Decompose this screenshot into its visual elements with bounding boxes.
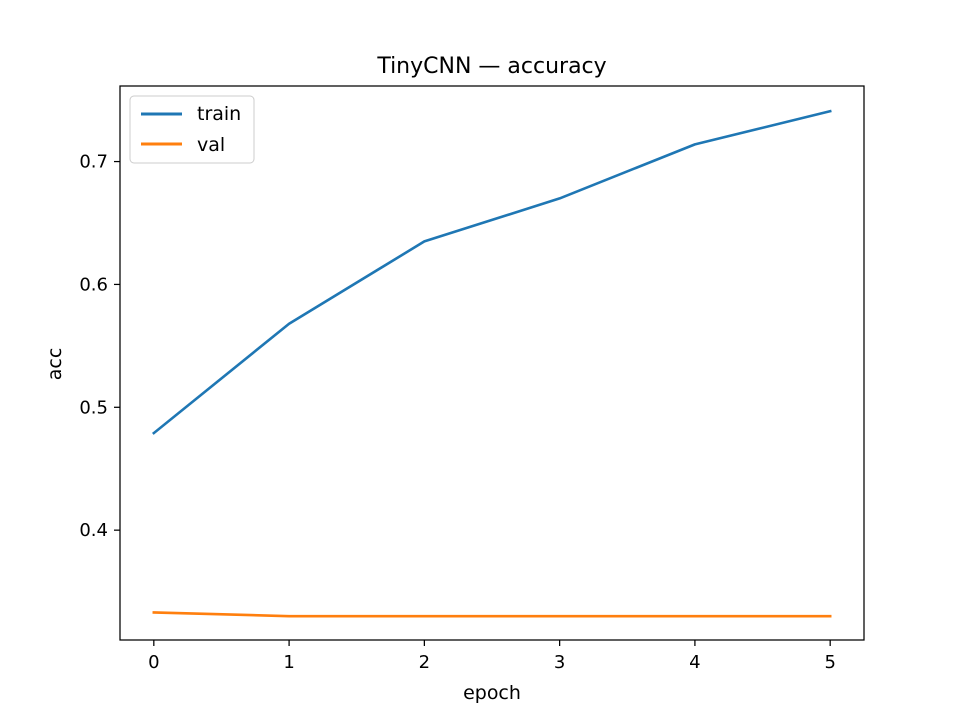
series-line-train xyxy=(151,109,832,435)
y-tick-label: 0.7 xyxy=(79,152,108,173)
legend-label-train: train xyxy=(197,103,241,125)
plot-area xyxy=(119,85,865,641)
series-line-val xyxy=(152,611,832,618)
y-axis-ticks: 0.4 0.5 0.6 0.7 xyxy=(79,152,120,541)
y-tick-label: 0.6 xyxy=(79,274,108,295)
x-tick-label: 2 xyxy=(419,652,430,673)
x-tick-label: 4 xyxy=(689,652,700,673)
y-tick-label: 0.5 xyxy=(79,397,108,418)
x-axis-ticks: 0 1 2 3 4 5 xyxy=(148,640,836,673)
y-axis-label: acc xyxy=(44,348,66,381)
x-tick-label: 3 xyxy=(554,652,565,673)
x-axis-label: epoch xyxy=(463,682,521,704)
legend-label-val: val xyxy=(197,134,225,156)
y-tick-label: 0.4 xyxy=(79,520,108,541)
chart-title: TinyCNN — accuracy xyxy=(376,54,606,79)
x-tick-label: 1 xyxy=(283,652,294,673)
plot-frame xyxy=(119,85,865,641)
legend: train val xyxy=(129,95,255,164)
plot-background xyxy=(120,86,864,640)
x-tick-label: 0 xyxy=(148,652,159,673)
x-tick-label: 5 xyxy=(824,652,835,673)
series-layer xyxy=(151,109,832,618)
